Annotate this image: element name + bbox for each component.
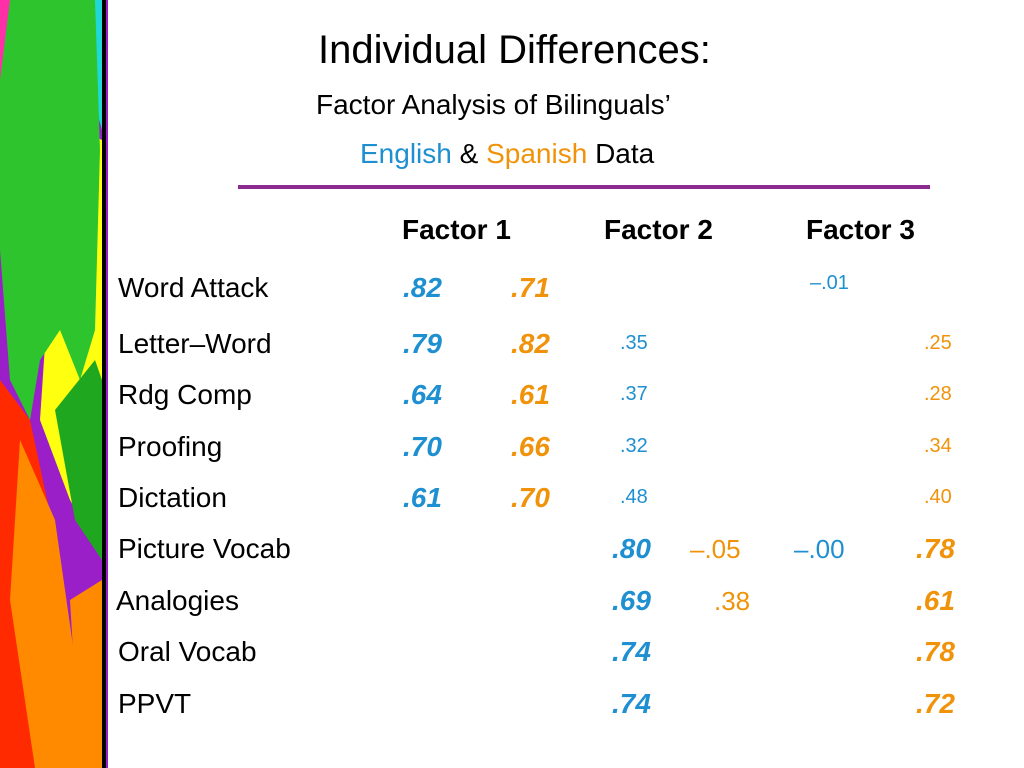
deco-green-lower — [55, 360, 102, 560]
row-label: Letter–Word — [118, 328, 272, 359]
factor1-spanish-value: .82 — [511, 328, 550, 359]
factor3-english-value: –.00 — [794, 534, 845, 564]
factor3-english-value: –.01 — [810, 272, 849, 294]
row-label: Analogies — [116, 585, 239, 616]
factor1-english-value: .70 — [403, 431, 442, 462]
deco-green — [0, 0, 100, 420]
factor3-spanish-value: .34 — [924, 435, 952, 457]
factor1-spanish-value: .71 — [511, 272, 550, 303]
row-label: Word Attack — [118, 272, 269, 303]
factor3-spanish-value: .78 — [916, 533, 955, 564]
factor1-english-value: .64 — [403, 379, 442, 410]
title-divider — [238, 185, 930, 189]
factor1-english-value: .79 — [403, 328, 442, 359]
decorative-side-art — [0, 0, 108, 768]
data-word: Data — [595, 138, 655, 169]
factor2-english-value: .69 — [612, 585, 651, 616]
factor1-spanish-value: .66 — [511, 431, 550, 462]
factor2-english-value: .32 — [620, 435, 648, 457]
factor2-english-value: .35 — [620, 332, 648, 354]
header-factor-2: Factor 2 — [604, 214, 713, 245]
factor2-english-value: .74 — [612, 688, 651, 719]
factor3-spanish-value: .25 — [924, 332, 952, 354]
row-label: Dictation — [118, 482, 227, 513]
factor2-spanish-value: –.05 — [690, 534, 741, 564]
row-label: Picture Vocab — [118, 533, 291, 564]
slide-subtitle: Factor Analysis of Bilinguals’ — [316, 89, 671, 120]
factor3-spanish-value: .61 — [916, 585, 955, 616]
factor3-spanish-value: .28 — [924, 383, 952, 405]
slide-subtitle-languages: English & Spanish Data — [360, 138, 654, 170]
factor3-spanish-value: .72 — [916, 688, 955, 719]
deco-orange — [10, 440, 85, 768]
factor3-spanish-value: .78 — [916, 636, 955, 667]
factor1-english-value: .61 — [403, 482, 442, 513]
spanish-word: Spanish — [486, 138, 588, 169]
deco-orange-right — [70, 580, 102, 768]
row-label: Rdg Comp — [118, 379, 252, 410]
row-label: PPVT — [118, 688, 192, 719]
factor1-english-value: .82 — [403, 272, 442, 303]
header-factor-1: Factor 1 — [402, 214, 511, 245]
row-label: Oral Vocab — [118, 636, 257, 667]
factor2-english-value: .37 — [620, 383, 648, 405]
header-factor-3: Factor 3 — [806, 214, 915, 245]
factor2-english-value: .80 — [612, 533, 651, 564]
factor1-spanish-value: .70 — [511, 482, 550, 513]
factor2-english-value: .48 — [620, 486, 648, 508]
factor2-english-value: .74 — [612, 636, 651, 667]
row-label: Proofing — [118, 431, 223, 462]
factor1-spanish-value: .61 — [511, 379, 550, 410]
deco-border-line — [102, 0, 106, 768]
english-word: English — [360, 138, 452, 169]
factor3-spanish-value: .40 — [924, 486, 952, 508]
factor2-spanish-value: .38 — [714, 586, 751, 616]
slide-title: Individual Differences: — [318, 28, 711, 72]
ampersand: & — [459, 138, 479, 169]
